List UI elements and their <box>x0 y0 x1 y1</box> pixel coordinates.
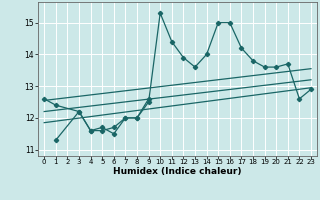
X-axis label: Humidex (Indice chaleur): Humidex (Indice chaleur) <box>113 167 242 176</box>
